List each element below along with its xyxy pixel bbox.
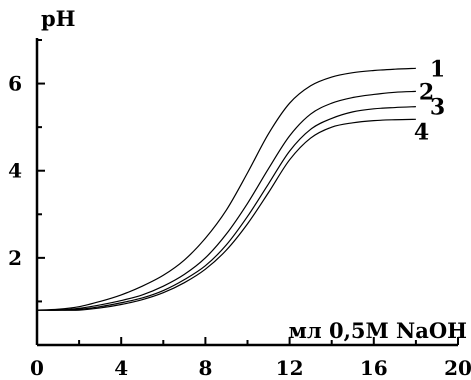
- x-ticks: 0 4 8 12 16 20: [30, 337, 471, 380]
- series-3-label: 3: [430, 95, 445, 121]
- series-1-label: 1: [430, 56, 445, 82]
- y-tick-label: 2: [8, 246, 22, 270]
- x-axis-label: мл 0,5М NaOH: [289, 318, 467, 343]
- series-4-label: 4: [414, 119, 429, 145]
- y-tick-label: 6: [8, 72, 22, 96]
- y-ticks: 2 4 6: [8, 39, 45, 303]
- x-tick-label: 12: [276, 356, 304, 380]
- x-tick-label: 0: [30, 356, 44, 380]
- y-tick-label: 4: [8, 159, 22, 183]
- x-tick-label: 16: [360, 356, 388, 380]
- axes: [35, 38, 458, 347]
- series-2-label: 2: [419, 79, 434, 105]
- x-tick-label: 20: [444, 356, 471, 380]
- series-1-line: [36, 67, 416, 311]
- y-axis-label: pH: [41, 6, 76, 31]
- x-tick-label: 4: [114, 356, 128, 380]
- series-3-line: [36, 106, 416, 311]
- x-tick-label: 8: [198, 356, 212, 380]
- curves: [36, 67, 416, 311]
- series-2-line: [36, 90, 416, 311]
- series-4-line: [37, 118, 416, 311]
